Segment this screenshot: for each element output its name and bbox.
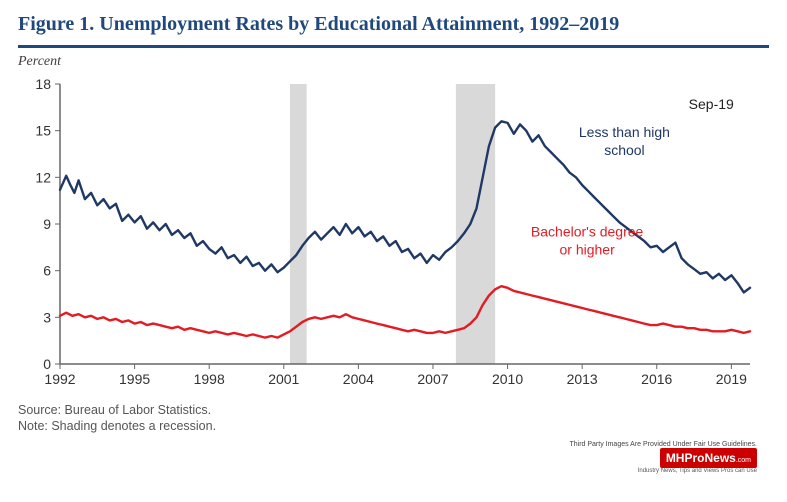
- x-tick-label: 1998: [194, 371, 225, 387]
- source-note: Source: Bureau of Labor Statistics. Note…: [18, 402, 769, 435]
- recession-band: [456, 84, 495, 364]
- watermark-logo-suffix: .com: [736, 457, 751, 464]
- watermark-disclaimer: Third Party Images Are Provided Under Fa…: [569, 441, 757, 448]
- watermark-tagline: Industry News, Tips and Views Pros can U…: [569, 468, 757, 474]
- chart-plot-area: 0 3 6 9 12 15 18 1992 1995 1998 2001 2004 2007 2010 20…: [20, 74, 760, 394]
- x-tick-label: 2013: [567, 371, 598, 387]
- source-line: Source: Bureau of Labor Statistics.: [18, 402, 769, 418]
- x-tick-label: 2010: [492, 371, 523, 387]
- y-tick-label: 9: [43, 216, 51, 232]
- series-b-label-line1: Bachelor's degree: [531, 223, 644, 239]
- series-a-label-line2: school: [604, 142, 644, 158]
- x-tick-label: 1992: [44, 371, 75, 387]
- x-tick-label: 2016: [641, 371, 672, 387]
- series-bachelors-plus: [60, 286, 750, 337]
- y-tick-label: 3: [43, 309, 51, 325]
- note-line: Note: Shading denotes a recession.: [18, 418, 769, 434]
- chart-svg: 0 3 6 9 12 15 18 1992 1995 1998 2001 2004 2007 2010 20…: [20, 74, 760, 394]
- x-tick-label: 2007: [417, 371, 448, 387]
- x-tick-label: 1995: [119, 371, 150, 387]
- series-less-than-hs: [60, 121, 750, 292]
- y-tick-label: 6: [43, 263, 51, 279]
- x-tick-label: 2004: [343, 371, 374, 387]
- watermark-logo: MHProNews.com: [660, 448, 757, 468]
- y-tick-label: 15: [35, 123, 51, 139]
- y-tick-label: 0: [43, 356, 51, 372]
- chart-title: Figure 1. Unemployment Rates by Educatio…: [18, 12, 769, 48]
- x-tick-label: 2019: [716, 371, 747, 387]
- annotation-date: Sep-19: [689, 96, 734, 112]
- y-tick-label: 12: [35, 169, 51, 185]
- series-b-label-line2: or higher: [560, 241, 616, 257]
- y-axis-label: Percent: [18, 54, 769, 70]
- figure-container: Figure 1. Unemployment Rates by Educatio…: [0, 0, 787, 502]
- y-tick-label: 18: [35, 76, 51, 92]
- watermark: Third Party Images Are Provided Under Fa…: [569, 441, 757, 474]
- series-a-label-line1: Less than high: [579, 124, 670, 140]
- watermark-logo-text: MHProNews: [666, 451, 736, 465]
- x-tick-label: 2001: [268, 371, 299, 387]
